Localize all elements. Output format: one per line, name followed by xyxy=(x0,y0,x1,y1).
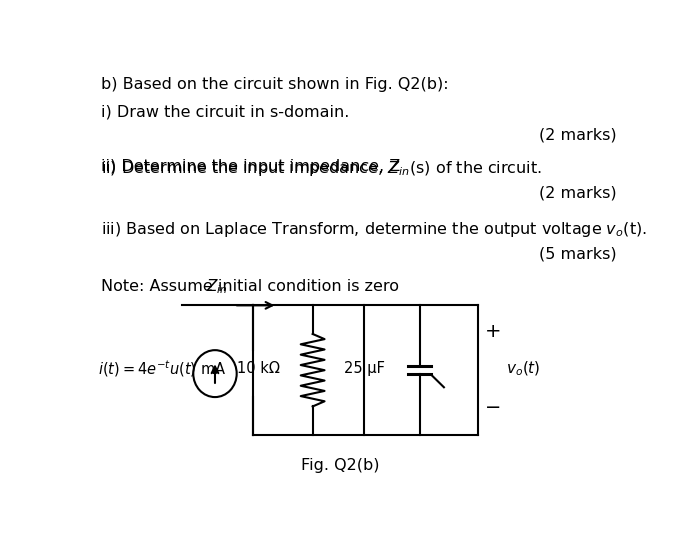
Text: $v_o(t)$: $v_o(t)$ xyxy=(506,360,541,378)
Text: 10 kΩ: 10 kΩ xyxy=(237,361,280,376)
Text: +: + xyxy=(484,322,501,341)
Text: ii) Determine the input impedance, Z: ii) Determine the input impedance, Z xyxy=(101,160,400,175)
Text: (2 marks): (2 marks) xyxy=(539,186,617,201)
Text: iii) Based on Laplace Transform, determine the output voltage $v_o$(t).: iii) Based on Laplace Transform, determi… xyxy=(101,220,647,239)
Text: (2 marks): (2 marks) xyxy=(539,127,617,142)
Text: Fig. Q2(b): Fig. Q2(b) xyxy=(300,458,379,473)
Text: b) Based on the circuit shown in Fig. Q2(b):: b) Based on the circuit shown in Fig. Q2… xyxy=(101,77,449,92)
Text: i) Draw the circuit in s-domain.: i) Draw the circuit in s-domain. xyxy=(101,105,349,120)
Text: ii) Determine the input impedance, $Z_{in}$(s) of the circuit.: ii) Determine the input impedance, $Z_{i… xyxy=(101,160,542,178)
Text: $Z_{in}$: $Z_{in}$ xyxy=(206,278,228,296)
Text: (5 marks): (5 marks) xyxy=(539,247,617,261)
Text: −: − xyxy=(484,398,501,417)
Text: Note: Assume initial condition is zero: Note: Assume initial condition is zero xyxy=(101,279,399,294)
Text: 25 μF: 25 μF xyxy=(344,361,385,376)
Text: $i(t) = 4e^{-t}u(t)$ mA: $i(t) = 4e^{-t}u(t)$ mA xyxy=(98,358,227,379)
